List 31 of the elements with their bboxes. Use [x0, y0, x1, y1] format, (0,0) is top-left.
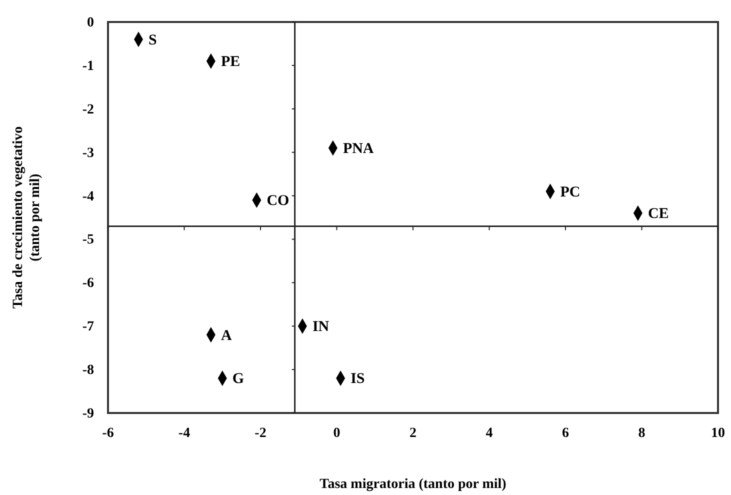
- annotation: G: [232, 371, 244, 388]
- x-tick-label: 2: [410, 426, 416, 441]
- x-tick-label: 8: [638, 426, 646, 441]
- y-axis-title: Tasa de crecimiento vegetativo (tanto por mil): [11, 126, 43, 309]
- y-tick-label: -6: [82, 276, 94, 292]
- annotation: CE: [648, 206, 669, 222]
- annotation: PC: [560, 184, 580, 200]
- annotation: IS: [350, 371, 365, 388]
- x-tick-label: 0: [333, 426, 340, 441]
- x-axis-title: Tasa migratoria (tanto por mil): [320, 477, 507, 492]
- y-tick-label: -7: [82, 320, 94, 335]
- y-tick-label: -1: [82, 58, 94, 74]
- x-tick-label: 10: [711, 426, 725, 441]
- y-tick-label: -9: [82, 406, 94, 422]
- annotation: IN: [312, 319, 330, 336]
- annotation: A: [220, 328, 232, 344]
- y-tick-label: 0: [87, 15, 94, 30]
- x-tick-label: -2: [254, 426, 266, 441]
- y-tick-label: -2: [82, 102, 94, 118]
- y-tick-label: -8: [82, 363, 94, 378]
- x-tick-label: 6: [562, 426, 569, 441]
- x-tick-label: 4: [486, 426, 493, 441]
- annotation: CO: [266, 193, 290, 210]
- annotation: PE: [220, 54, 240, 70]
- x-tick-label: -6: [102, 426, 114, 441]
- y-tick-label: -4: [82, 189, 94, 204]
- y-tick-label: -3: [82, 146, 94, 161]
- x-tick-label: -4: [178, 426, 190, 441]
- annotation: PNA: [342, 140, 374, 157]
- y-tick-label: -5: [82, 232, 94, 248]
- annotation: S: [148, 32, 157, 48]
